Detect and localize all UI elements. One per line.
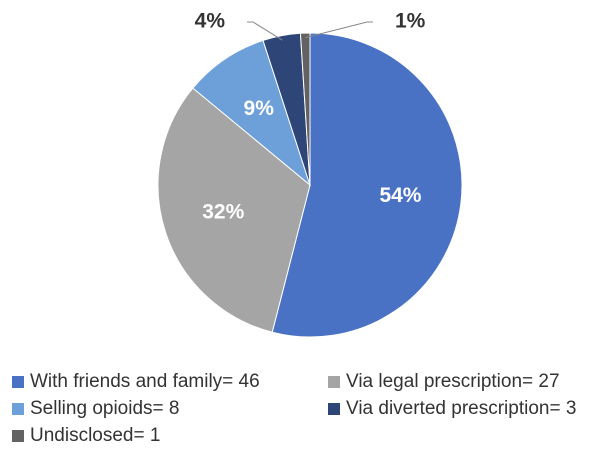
legend-swatch	[12, 430, 24, 442]
slice-label: 4%	[195, 10, 226, 33]
pie-slice	[299, 32, 311, 186]
legend-label: Via diverted prescription= 3	[346, 398, 576, 419]
slice-label: 9%	[244, 97, 275, 120]
legend-label: Via legal prescription= 27	[346, 371, 560, 392]
legend-swatch	[328, 376, 340, 388]
slice-label: 54%	[379, 184, 421, 207]
legend-label: With friends and family= 46	[30, 371, 260, 392]
legend-label: Undisclosed= 1	[30, 425, 160, 446]
legend-swatch	[12, 403, 24, 415]
pie-slice	[157, 87, 311, 333]
slice-label: 1%	[395, 10, 426, 33]
pie-slice	[271, 32, 463, 338]
slice-label: 32%	[202, 201, 244, 224]
leader-line	[247, 21, 283, 41]
legend-swatch	[12, 376, 24, 388]
pie-slice	[192, 39, 312, 187]
legend-swatch	[328, 403, 340, 415]
legend-label: Selling opioids= 8	[30, 398, 179, 419]
leader-line	[305, 21, 373, 39]
